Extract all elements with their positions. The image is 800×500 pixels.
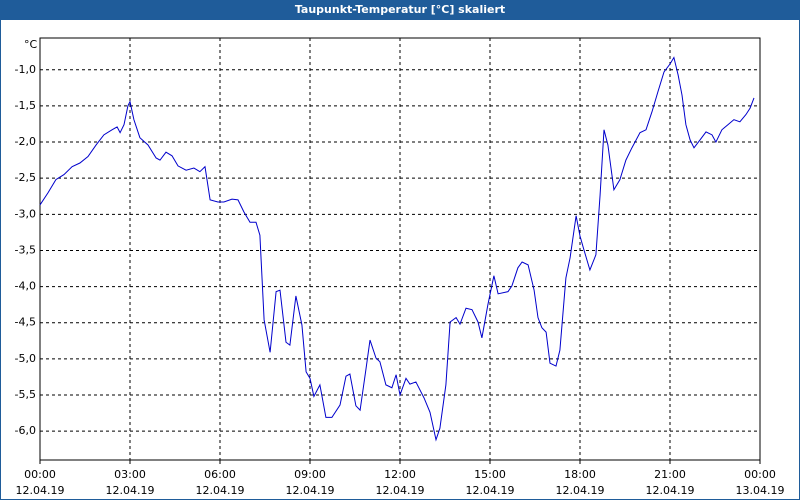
y-tick-label: -3,0: [15, 207, 36, 220]
x-tick-label: 12:00: [384, 468, 416, 481]
y-tick-label: -2,5: [15, 171, 36, 184]
chart-title: Taupunkt-Temperatur [°C] skaliert: [295, 3, 505, 16]
x-tick-label: 15:00: [474, 468, 506, 481]
x-tick-date: 12.04.19: [16, 484, 65, 497]
title-bar: [0, 0, 800, 20]
y-tick-label: -6,0: [15, 424, 36, 437]
data-line: [39, 56, 755, 442]
y-tick-label: -4,5: [15, 316, 36, 329]
x-tick-date: 12.04.19: [286, 484, 335, 497]
x-tick-date: 12.04.19: [196, 484, 245, 497]
x-tick-date: 12.04.19: [646, 484, 695, 497]
x-tick-date: 12.04.19: [556, 484, 605, 497]
x-tick-date: 12.04.19: [106, 484, 155, 497]
y-tick-label: -4,0: [15, 280, 36, 293]
x-tick-label: 00:00: [744, 468, 776, 481]
x-tick-date: 12.04.19: [466, 484, 515, 497]
y-tick-label: -5,0: [15, 352, 36, 365]
x-tick-date: 12.04.19: [376, 484, 425, 497]
x-tick-label: 03:00: [114, 468, 146, 481]
y-tick-label: -3,5: [15, 243, 36, 256]
y-axis-label: °C: [24, 38, 38, 51]
x-tick-date: 13.04.19: [736, 484, 785, 497]
y-tick-label: -1,0: [15, 63, 36, 76]
x-tick-label: 06:00: [204, 468, 236, 481]
y-tick-label: -2,0: [15, 135, 36, 148]
x-tick-label: 09:00: [294, 468, 326, 481]
x-tick-label: 18:00: [564, 468, 596, 481]
y-tick-label: -5,5: [15, 388, 36, 401]
x-tick-label: 21:00: [654, 468, 686, 481]
y-tick-label: -1,5: [15, 99, 36, 112]
x-tick-label: 00:00: [24, 468, 56, 481]
